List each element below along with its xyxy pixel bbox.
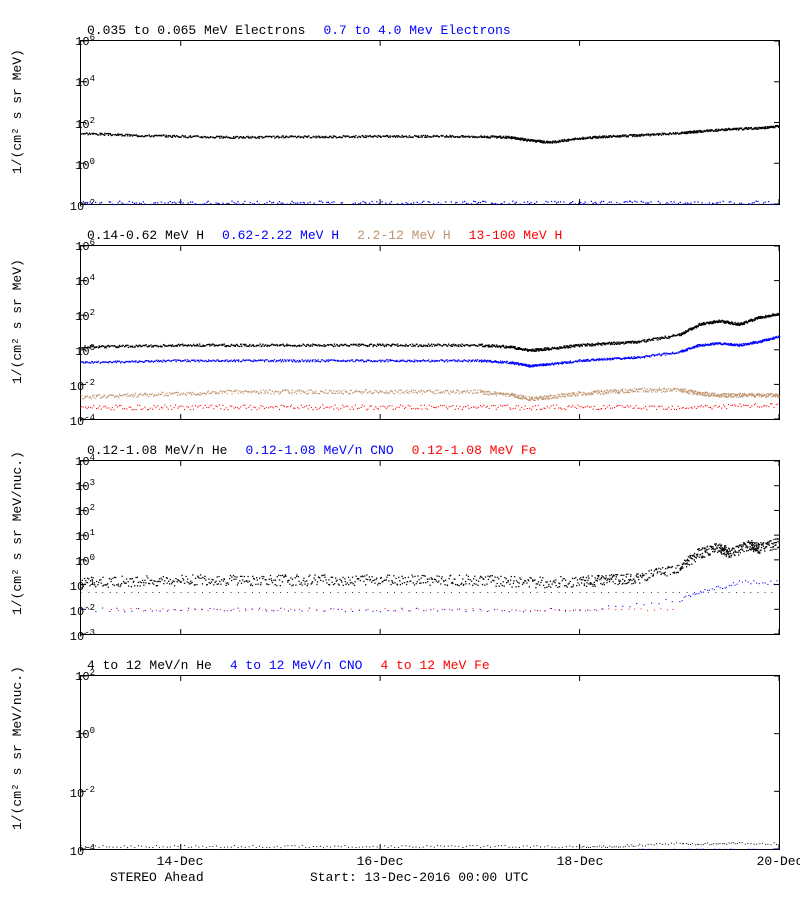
ytick-label: 100: [35, 554, 95, 568]
ytick-label: 10-2: [35, 199, 95, 213]
stereo-timeseries-figure: 0.035 to 0.065 MeV Electrons 0.7 to 4.0 M…: [0, 0, 800, 900]
ylabel: 1/(cm² s sr MeV/nuc.): [10, 595, 25, 615]
ytick-label: 106: [35, 239, 95, 253]
footer-left: STEREO Ahead: [110, 870, 204, 885]
ytick-label: 100: [35, 727, 95, 741]
legend: 4 to 12 MeV/n He 4 to 12 MeV/n CNO 4 to 12…: [87, 658, 508, 673]
legend: 0.12-1.08 MeV/n He 0.12-1.08 MeV/n CNO 0.1…: [87, 443, 555, 458]
footer-center: Start: 13-Dec-2016 00:00 UTC: [310, 870, 528, 885]
ytick-label: 10-1: [35, 579, 95, 593]
ytick-label: 103: [35, 479, 95, 493]
ytick-label: 100: [35, 158, 95, 172]
ytick-label: 10-4: [35, 414, 95, 428]
ytick-label: 102: [35, 117, 95, 131]
legend-item: 0.12-1.08 MeV Fe: [412, 443, 537, 458]
legend-item: 4 to 12 MeV Fe: [380, 658, 489, 673]
ytick-label: 10-2: [35, 379, 95, 393]
xtick-label: 20-Dec: [750, 854, 800, 869]
legend-item: 2.2-12 MeV H: [357, 228, 451, 243]
panel-3: 4 to 12 MeV/n He4 to 12 MeV/n CNO4 to 12…: [80, 675, 780, 850]
ytick-label: 100: [35, 344, 95, 358]
legend-item: 13-100 MeV H: [469, 228, 563, 243]
ytick-label: 106: [35, 34, 95, 48]
ylabel: 1/(cm² s sr MeV): [10, 154, 25, 174]
legend-item: 0.12-1.08 MeV/n CNO: [245, 443, 393, 458]
ytick-label: 102: [35, 309, 95, 323]
ylabel: 1/(cm² s sr MeV/nuc.): [10, 810, 25, 830]
panel-0: 0.035 to 0.065 MeV Electrons0.7 to 4.0 M…: [80, 40, 780, 205]
ytick-label: 10-3: [35, 629, 95, 643]
panel-2: 0.12-1.08 MeV/n He0.12-1.08 MeV/n CNO0.1…: [80, 460, 780, 635]
legend-item: 0.14-0.62 MeV H: [87, 228, 204, 243]
legend-item: 0.035 to 0.065 MeV Electrons: [87, 23, 305, 38]
legend-item: 0.12-1.08 MeV/n He: [87, 443, 227, 458]
legend: 0.14-0.62 MeV H 0.62-2.22 MeV H 2.2-12 MeV…: [87, 228, 580, 243]
ytick-label: 104: [35, 75, 95, 89]
legend-item: 0.62-2.22 MeV H: [222, 228, 339, 243]
xtick-label: 14-Dec: [150, 854, 210, 869]
ytick-label: 102: [35, 669, 95, 683]
xtick-label: 16-Dec: [350, 854, 410, 869]
ytick-label: 10-2: [35, 786, 95, 800]
legend-item: 4 to 12 MeV/n CNO: [230, 658, 363, 673]
ytick-label: 10-4: [35, 844, 95, 858]
ytick-label: 102: [35, 504, 95, 518]
panel-1: 0.14-0.62 MeV H0.62-2.22 MeV H2.2-12 MeV…: [80, 245, 780, 420]
ytick-label: 104: [35, 274, 95, 288]
legend-item: 4 to 12 MeV/n He: [87, 658, 212, 673]
xtick-label: 18-Dec: [550, 854, 610, 869]
legend-item: 0.7 to 4.0 Mev Electrons: [323, 23, 510, 38]
ytick-label: 104: [35, 454, 95, 468]
ylabel: 1/(cm² s sr MeV): [10, 364, 25, 384]
ytick-label: 101: [35, 529, 95, 543]
legend: 0.035 to 0.065 MeV Electrons 0.7 to 4.0 M…: [87, 23, 529, 38]
ytick-label: 10-2: [35, 604, 95, 618]
